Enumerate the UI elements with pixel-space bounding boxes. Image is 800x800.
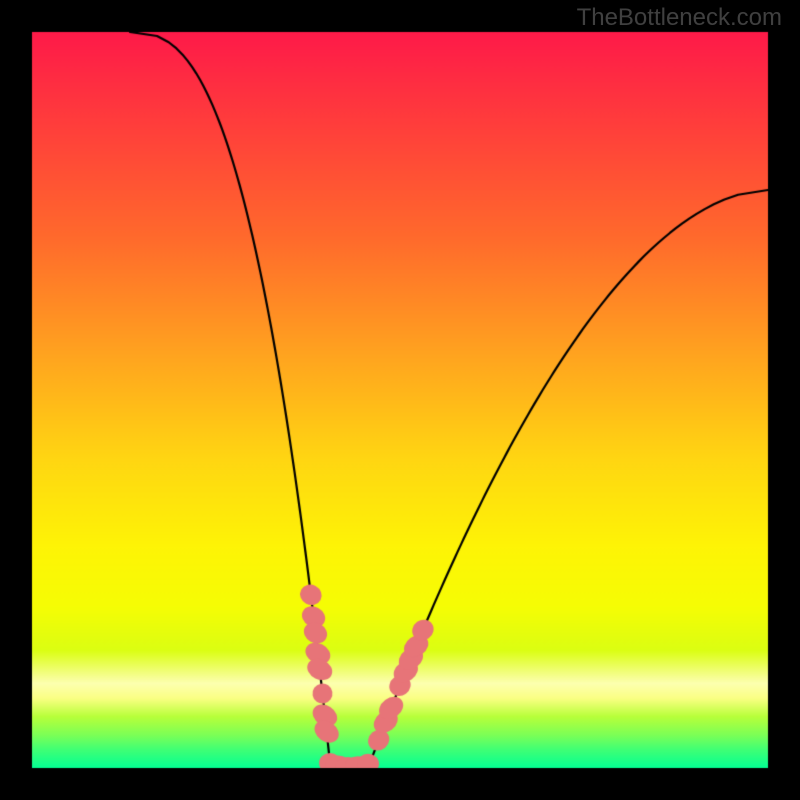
chart-stage: TheBottleneck.com bbox=[0, 0, 800, 800]
bottleneck-curve-chart bbox=[0, 0, 800, 800]
